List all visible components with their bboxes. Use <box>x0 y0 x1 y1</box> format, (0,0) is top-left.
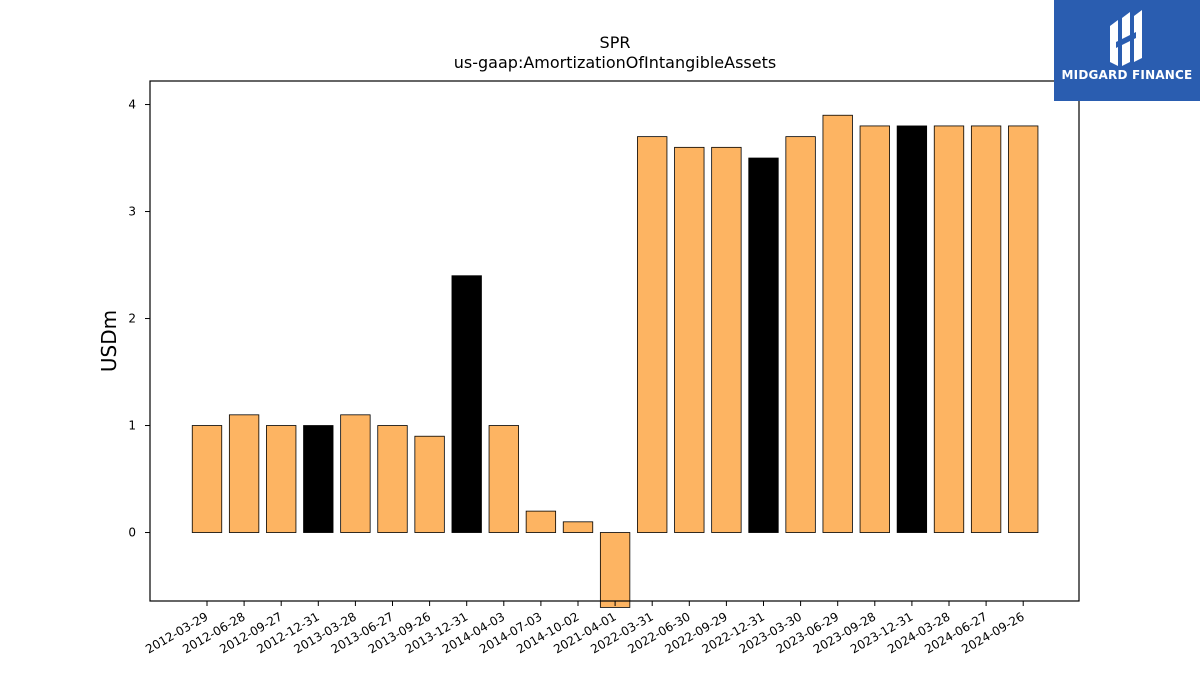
midgard-logo-icon <box>1110 10 1142 66</box>
bar-2022-12-31 <box>748 157 779 533</box>
bar-2013-03-28 <box>340 414 371 533</box>
bar-2024-09-26 <box>1008 125 1039 533</box>
x-ticks-group: 2012-03-292012-06-282012-09-272012-12-31… <box>143 601 1027 656</box>
bar-2012-12-31 <box>303 425 334 533</box>
bar-2014-04-03 <box>488 425 519 533</box>
bar-2023-09-28 <box>859 125 890 533</box>
chart-subtitle: us-gaap:AmortizationOfIntangibleAssets <box>454 53 776 72</box>
midgard-finance-logo: MIDGARD FINANCE <box>1054 0 1200 101</box>
bar-2021-04-01 <box>599 532 631 608</box>
chart-title: SPR <box>600 33 631 52</box>
bar-2014-10-02 <box>562 521 594 533</box>
bar-2014-07-03 <box>525 510 557 533</box>
y-ticks-group: 0 1 2 3 4 <box>128 98 150 540</box>
y-axis-label: USDm <box>97 310 121 372</box>
bar-2013-06-27 <box>377 425 408 533</box>
y-tick-label: 3 <box>128 205 136 219</box>
bar-2023-03-30 <box>785 136 816 533</box>
y-tick-label: 4 <box>128 98 136 112</box>
y-tick-label: 1 <box>128 419 136 433</box>
plot-frame <box>149 80 1080 602</box>
bar-2013-12-31 <box>451 275 482 533</box>
bars-group <box>191 114 1039 608</box>
bar-2022-06-30 <box>674 146 705 533</box>
bar-2012-03-29 <box>191 425 223 533</box>
logo-text: MIDGARD FINANCE <box>1061 68 1193 82</box>
bar-2023-06-29 <box>822 114 853 533</box>
bar-2024-06-27 <box>970 125 1002 533</box>
bar-2012-09-27 <box>266 425 297 533</box>
bar-2022-09-29 <box>711 146 742 533</box>
y-tick-label: 2 <box>128 312 136 326</box>
bar-2024-03-28 <box>933 125 965 533</box>
bar-2022-03-31 <box>637 136 668 533</box>
y-tick-label: 0 <box>128 526 136 540</box>
bar-2013-09-26 <box>414 435 445 533</box>
bar-2023-12-31 <box>896 125 928 533</box>
bar-2012-06-28 <box>228 414 260 533</box>
